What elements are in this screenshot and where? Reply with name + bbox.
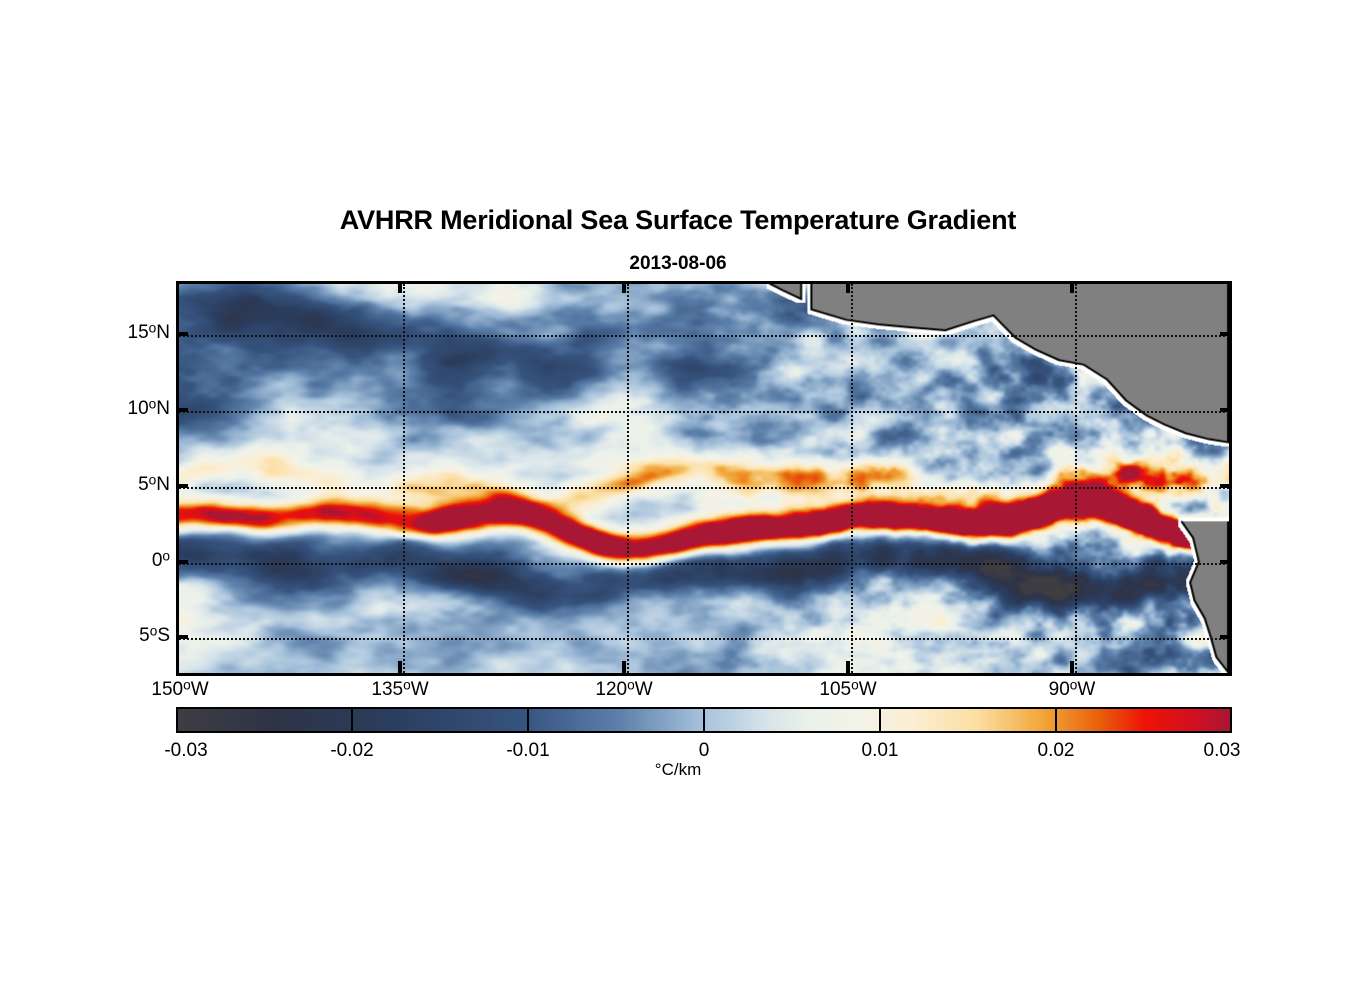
figure-subtitle-date: 2013-08-06 — [629, 253, 727, 274]
xtick-top-105w — [846, 281, 850, 293]
ytick-5n — [176, 484, 188, 488]
colorbar-label--0.03: -0.03 — [164, 740, 208, 761]
ytick-0 — [176, 560, 188, 564]
map-plot-area[interactable] — [176, 281, 1232, 676]
colorbar-tick-0 — [703, 707, 705, 733]
sst-gradient-heatmap — [179, 284, 1229, 673]
xtick-label-135w: 135oW — [371, 677, 429, 700]
xtick-label-120w: 120oW — [595, 677, 653, 700]
colorbar-label--0.01: -0.01 — [506, 740, 550, 761]
colorbar-label-0.02: 0.02 — [1037, 740, 1075, 761]
xtick-label-105w: 105oW — [819, 677, 877, 700]
ytick-right-5n — [1220, 484, 1232, 488]
ytick-15n — [176, 332, 188, 336]
colorbar-label-0.01: 0.01 — [861, 740, 899, 761]
colorbar-tick-0.02 — [1055, 707, 1057, 733]
ytick-right-10n — [1220, 408, 1232, 412]
ytick-label-0: 0o — [151, 548, 170, 571]
ytick-right-5s — [1220, 635, 1232, 639]
ytick-label-10n: 10oN — [127, 396, 170, 419]
ytick-label-5n: 5oN — [138, 472, 170, 495]
ytick-label-15n: 15oN — [127, 320, 170, 343]
colorbar-unit-label: °C/km — [654, 760, 702, 779]
colorbar-label-0.03: 0.03 — [1203, 740, 1241, 761]
page-title: AVHRR Meridional Sea Surface Temperature… — [339, 205, 1017, 235]
xtick-label-150w: 150oW — [151, 677, 209, 700]
colorbar-label--0.02: -0.02 — [330, 740, 374, 761]
colorbar-tick--0.02 — [351, 707, 353, 733]
ytick-right-15n — [1220, 332, 1232, 336]
ytick-right-0 — [1220, 560, 1232, 564]
xtick-105w — [846, 661, 850, 673]
xtick-top-135w — [398, 281, 402, 293]
xtick-120w — [622, 661, 626, 673]
colorbar-tick-0.01 — [879, 707, 881, 733]
colorbar-tick--0.01 — [527, 707, 529, 733]
xtick-135w — [398, 661, 402, 673]
xtick-top-120w — [622, 281, 626, 293]
ytick-10n — [176, 408, 188, 412]
colorbar-label-0: 0 — [698, 740, 710, 761]
xtick-label-90w: 90oW — [1048, 677, 1096, 700]
ytick-5s — [176, 635, 188, 639]
xtick-top-90w — [1070, 281, 1074, 293]
xtick-90w — [1070, 661, 1074, 673]
ytick-label-5s: 5oS — [139, 623, 170, 646]
